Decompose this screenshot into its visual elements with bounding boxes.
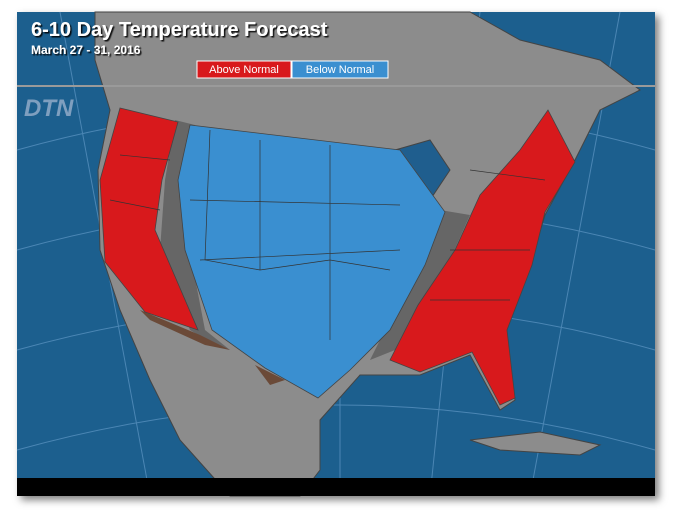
terrain bbox=[140, 310, 285, 385]
buffer-zone bbox=[370, 210, 470, 360]
legend-label: Below Normal bbox=[306, 64, 374, 76]
subtitle: March 27 - 31, 2016 bbox=[31, 43, 141, 57]
island bbox=[469, 431, 602, 456]
title: 6-10 Day Temperature Forecast bbox=[31, 19, 328, 41]
legend-swatch bbox=[196, 60, 292, 79]
legend-swatch bbox=[291, 60, 389, 79]
state-borders bbox=[109, 129, 546, 340]
legend-label: Above Normal bbox=[209, 64, 279, 76]
logo: DTN bbox=[24, 95, 74, 122]
footer-bar bbox=[17, 478, 655, 496]
above-normal-region bbox=[389, 109, 576, 406]
below-normal-region bbox=[177, 124, 446, 399]
lat-line bbox=[16, 404, 656, 451]
above-normal-region bbox=[99, 107, 199, 331]
